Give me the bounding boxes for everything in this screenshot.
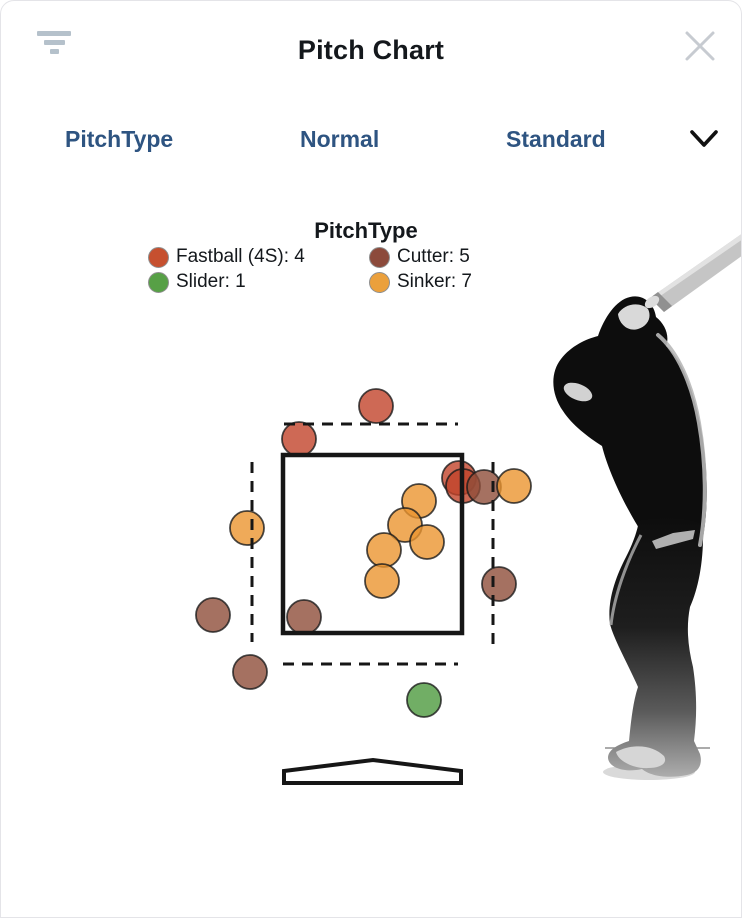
legend-title: PitchType bbox=[314, 218, 418, 243]
hands-highlight bbox=[644, 295, 660, 309]
pitch-dot-sinker bbox=[229, 510, 265, 546]
legend-label: Cutter: 5 bbox=[397, 246, 470, 267]
legend-item-sinker: Sinker: 7 bbox=[369, 271, 472, 293]
helmet-highlight bbox=[618, 304, 650, 330]
pitch-dot-sinker bbox=[364, 563, 400, 599]
filter-icon-bar bbox=[43, 40, 65, 45]
legend-item-cutter: Cutter: 5 bbox=[369, 246, 470, 268]
batter-legs bbox=[608, 518, 704, 777]
back-rim-highlight bbox=[656, 333, 707, 547]
pitch-dot-fastball-4s- bbox=[358, 388, 394, 424]
legend-dot-cutter bbox=[369, 246, 390, 268]
pitch-dot-cutter bbox=[286, 599, 322, 635]
thigh-rim-highlight bbox=[609, 534, 643, 626]
pitch-dot-sinker bbox=[496, 468, 532, 504]
filter-icon-bar bbox=[49, 49, 59, 54]
chevron-down-icon[interactable] bbox=[689, 128, 719, 150]
pitch-dot-cutter bbox=[481, 566, 517, 602]
close-icon[interactable] bbox=[683, 29, 717, 63]
strike-zone-box bbox=[280, 452, 465, 636]
batter-illustration bbox=[553, 234, 741, 780]
pitch-dot-cutter bbox=[195, 597, 231, 633]
pitch-dot-cutter bbox=[466, 469, 502, 505]
home-plate bbox=[282, 757, 463, 785]
pitch-dot-fastball-4s- bbox=[281, 421, 317, 457]
batter-body bbox=[553, 296, 707, 592]
legend-item-slider: Slider: 1 bbox=[148, 271, 246, 293]
pitch-dot-cutter bbox=[232, 654, 268, 690]
dropdown-normal[interactable]: Normal bbox=[300, 126, 380, 152]
dropdown-pitchtype[interactable]: PitchType bbox=[65, 126, 174, 152]
filter-icon-bar bbox=[37, 31, 71, 36]
belt-highlight bbox=[652, 530, 695, 549]
pitch-dot-sinker bbox=[409, 524, 445, 560]
dropdown-standard[interactable]: Standard bbox=[506, 126, 606, 152]
foot-highlight bbox=[616, 746, 666, 769]
legend-dot-slider bbox=[148, 271, 169, 293]
page-title: Pitch Chart bbox=[297, 35, 445, 65]
pitch-dot-sinker bbox=[366, 532, 402, 568]
pitch-dot-slider bbox=[406, 682, 442, 718]
legend-item-fastball: Fastball (4S): 4 bbox=[148, 246, 305, 268]
filter-icon[interactable] bbox=[37, 31, 71, 55]
elbow-highlight bbox=[563, 382, 593, 402]
legend-label: Sinker: 7 bbox=[397, 271, 472, 292]
legend-label: Fastball (4S): 4 bbox=[176, 246, 305, 267]
legend-label: Slider: 1 bbox=[176, 271, 246, 292]
bat-highlight bbox=[650, 234, 741, 301]
legend-dot-fastball bbox=[148, 246, 169, 268]
legend-dot-sinker bbox=[369, 271, 390, 293]
